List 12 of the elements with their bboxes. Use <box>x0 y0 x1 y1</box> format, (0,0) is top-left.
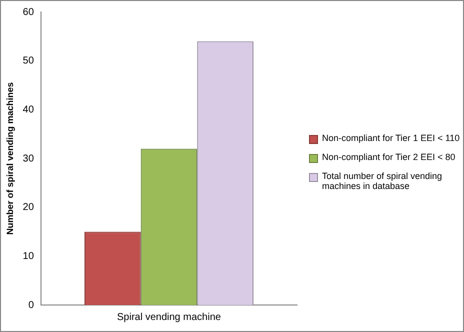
x-tick-label: Spiral vending machine <box>116 312 222 323</box>
y-tick-label: 60 <box>22 6 34 18</box>
y-tick-label: 40 <box>22 104 34 116</box>
legend-label: Total number of spiral vending machines in database <box>322 171 444 191</box>
y-tick-label: 10 <box>22 250 34 262</box>
legend-label: Non-compliant for Tier 1 EEI < 110 <box>322 133 460 143</box>
y-tick-label: 0 <box>28 300 34 311</box>
y-axis-title: Number of spiral vending machines <box>4 82 15 235</box>
y-tick-label: 20 <box>22 202 34 214</box>
legend-label: Non-compliant for Tier 2 EEI < 80 <box>322 152 456 162</box>
y-tick-label: 30 <box>22 153 34 164</box>
y-tick-label: 50 <box>22 56 34 67</box>
